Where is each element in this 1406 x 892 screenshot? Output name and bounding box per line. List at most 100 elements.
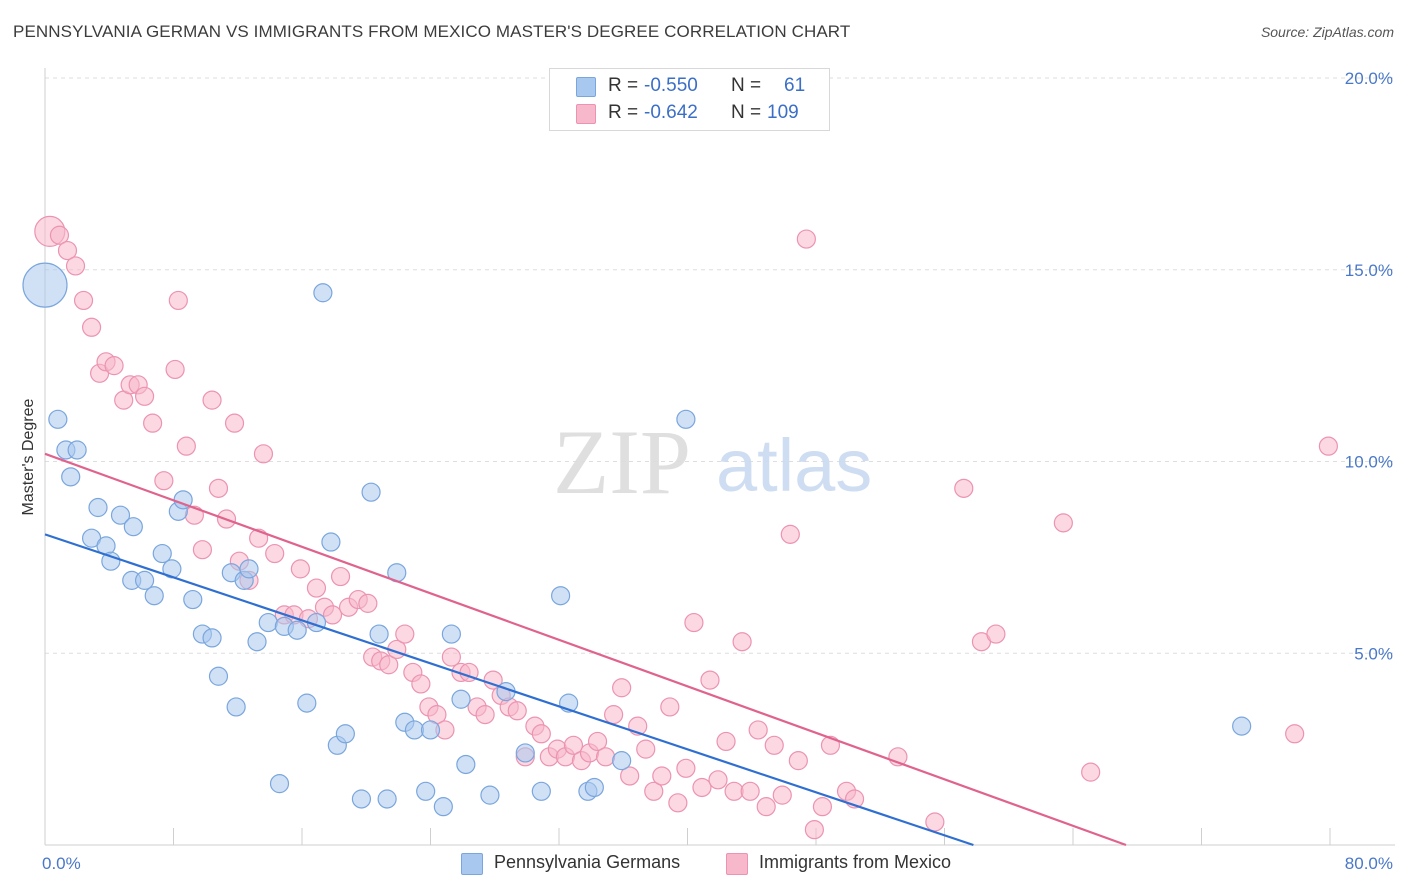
data-point-immigrants-from-mexico	[224, 413, 245, 433]
data-point-pennsylvania-germans	[377, 789, 397, 809]
data-point-pennsylvania-germans	[584, 777, 604, 798]
data-point-immigrants-from-mexico	[202, 390, 222, 410]
data-point-pennsylvania-germans	[1232, 716, 1252, 736]
y-tick-label: 20.0%	[1345, 69, 1393, 88]
data-point-immigrants-from-mexico	[756, 797, 776, 817]
data-point-immigrants-from-mexico	[925, 812, 945, 832]
legend-r-value: -0.642	[644, 102, 698, 123]
data-point-immigrants-from-mexico	[73, 290, 94, 311]
data-point-immigrants-from-mexico	[788, 751, 808, 771]
data-point-pennsylvania-germans	[152, 543, 172, 564]
data-point-pennsylvania-germans	[297, 693, 317, 713]
data-point-immigrants-from-mexico	[804, 820, 824, 840]
data-point-pennsylvania-germans	[451, 689, 471, 709]
data-point-pennsylvania-germans	[676, 409, 696, 429]
watermark-zip: ZIP	[553, 411, 691, 513]
data-point-pennsylvania-germans	[67, 440, 87, 460]
data-point-immigrants-from-mexico	[165, 359, 185, 380]
data-point-immigrants-from-mexico	[65, 256, 86, 276]
data-point-immigrants-from-mexico	[748, 720, 768, 740]
data-point-immigrants-from-mexico	[796, 229, 816, 249]
data-point-pennsylvania-germans	[22, 262, 68, 308]
data-point-pennsylvania-germans	[134, 570, 155, 590]
legend-swatch-pink	[576, 104, 596, 124]
data-point-immigrants-from-mexico	[772, 785, 792, 805]
data-point-immigrants-from-mexico	[620, 766, 640, 786]
chart-title: PENNSYLVANIA GERMAN VS IMMIGRANTS FROM M…	[13, 22, 851, 41]
data-point-immigrants-from-mexico	[57, 240, 78, 261]
legend-n-label: N =	[731, 75, 762, 96]
data-point-pennsylvania-germans	[335, 724, 355, 744]
bottom-legend-swatch-blue	[461, 853, 483, 875]
data-point-immigrants-from-mexico	[780, 524, 800, 544]
data-point-immigrants-from-mexico	[134, 386, 155, 406]
data-point-pennsylvania-germans	[515, 743, 535, 763]
data-point-immigrants-from-mexico	[330, 566, 351, 587]
y-axis-title: Master's Degree	[20, 398, 37, 515]
y-tick-label: 15.0%	[1345, 261, 1393, 280]
watermark-atlas: atlas	[716, 424, 872, 507]
x-tick-label: 0.0%	[42, 854, 81, 873]
data-point-immigrants-from-mexico	[595, 747, 616, 767]
data-point-pennsylvania-germans	[433, 797, 453, 817]
data-point-pennsylvania-germans	[247, 632, 267, 652]
legend-r-value: -0.550	[644, 75, 698, 96]
data-point-immigrants-from-mexico	[395, 624, 415, 644]
data-point-immigrants-from-mexico	[322, 605, 343, 625]
data-point-immigrants-from-mexico	[716, 731, 736, 752]
data-point-immigrants-from-mexico	[290, 559, 310, 579]
data-point-immigrants-from-mexico	[668, 793, 688, 813]
data-point-immigrants-from-mexico	[81, 317, 102, 337]
legend-swatch-blue	[576, 77, 596, 97]
data-point-pennsylvania-germans	[416, 781, 436, 801]
data-point-pennsylvania-germans	[88, 497, 108, 518]
legend-row-immigrants-from-mexico: R = -0.642 N = 109	[550, 100, 829, 126]
bottom-legend-label: Pennsylvania Germans	[494, 852, 681, 872]
data-point-pennsylvania-germans	[313, 283, 333, 303]
data-point-immigrants-from-mexico	[636, 739, 656, 759]
data-point-pennsylvania-germans	[480, 785, 500, 805]
y-tick-label: 5.0%	[1354, 644, 1393, 663]
data-point-pennsylvania-germans	[226, 697, 246, 717]
data-point-immigrants-from-mexico	[168, 290, 188, 311]
data-point-pennsylvania-germans	[202, 628, 222, 648]
data-point-pennsylvania-germans	[361, 482, 381, 502]
series-immigrants-from-mexico	[34, 215, 1338, 840]
data-point-pennsylvania-germans	[48, 409, 68, 429]
data-point-immigrants-from-mexico	[692, 777, 712, 798]
data-point-immigrants-from-mexico	[652, 766, 672, 786]
data-point-immigrants-from-mexico	[253, 444, 274, 464]
data-point-pennsylvania-germans	[351, 789, 372, 809]
data-point-pennsylvania-germans	[287, 620, 307, 640]
data-point-pennsylvania-germans	[404, 720, 425, 740]
data-point-pennsylvania-germans	[101, 551, 121, 571]
data-point-pennsylvania-germans	[144, 586, 164, 606]
series-pennsylvania-germans	[22, 262, 1252, 817]
y-tick-label: 10.0%	[1345, 453, 1393, 472]
x-tick-label: 80.0%	[1345, 854, 1393, 873]
tick-labels: 5.0% 10.0% 15.0% 20.0% 0.0% 80.0%	[42, 69, 1393, 873]
data-point-pennsylvania-germans	[420, 720, 441, 740]
data-point-pennsylvania-germans	[551, 586, 571, 606]
data-point-pennsylvania-germans	[456, 754, 476, 775]
data-point-immigrants-from-mexico	[154, 471, 174, 491]
legend-n-label: N =	[731, 102, 762, 123]
legend-n-value: 61	[784, 75, 806, 96]
legend-n-value: 109	[767, 102, 799, 123]
axes	[44, 68, 1395, 846]
data-point-immigrants-from-mexico	[208, 478, 229, 498]
data-point-immigrants-from-mexico	[700, 670, 720, 690]
data-point-immigrants-from-mexico	[604, 705, 624, 725]
data-point-immigrants-from-mexico	[684, 612, 704, 633]
data-point-immigrants-from-mexico	[1318, 436, 1338, 456]
data-point-immigrants-from-mexico	[265, 543, 285, 564]
data-point-pennsylvania-germans	[123, 517, 143, 537]
data-point-immigrants-from-mexico	[411, 674, 431, 694]
data-point-pennsylvania-germans	[183, 589, 203, 610]
data-point-pennsylvania-germans	[612, 751, 632, 771]
data-point-immigrants-from-mexico	[587, 731, 608, 752]
data-point-immigrants-from-mexico	[812, 797, 833, 817]
data-point-pennsylvania-germans	[321, 532, 341, 552]
legend: R = -0.550 N = 61 R = -0.642 N = 109	[549, 68, 830, 131]
